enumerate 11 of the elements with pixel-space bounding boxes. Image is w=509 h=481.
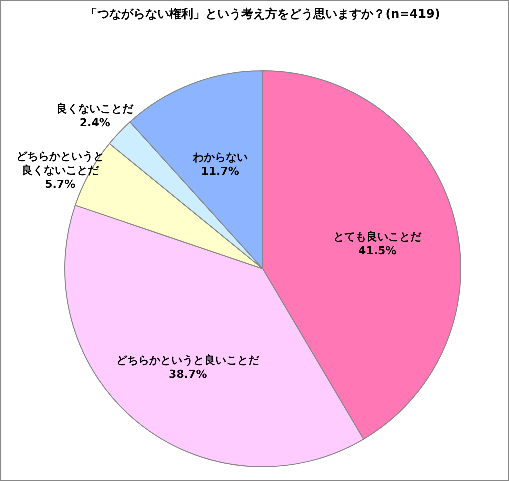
data-label: 2.4%	[80, 116, 110, 130]
slice-label: わからない	[192, 151, 248, 164]
data-label: 41.5%	[358, 244, 397, 258]
slice-label: どちらかというと良いことだ	[116, 354, 261, 368]
chart-title: 「つながらない権利」という考え方をどう思いますか？(n=419)	[86, 7, 440, 21]
slice-label: とても良いことだ	[334, 230, 423, 244]
data-label: 38.7%	[169, 368, 208, 382]
data-label: 5.7%	[45, 178, 76, 191]
slice-label: どちらかというと良くないことだ	[16, 150, 104, 177]
slice-label: 良くないことだ	[56, 102, 135, 116]
data-label: 11.7%	[201, 165, 240, 178]
